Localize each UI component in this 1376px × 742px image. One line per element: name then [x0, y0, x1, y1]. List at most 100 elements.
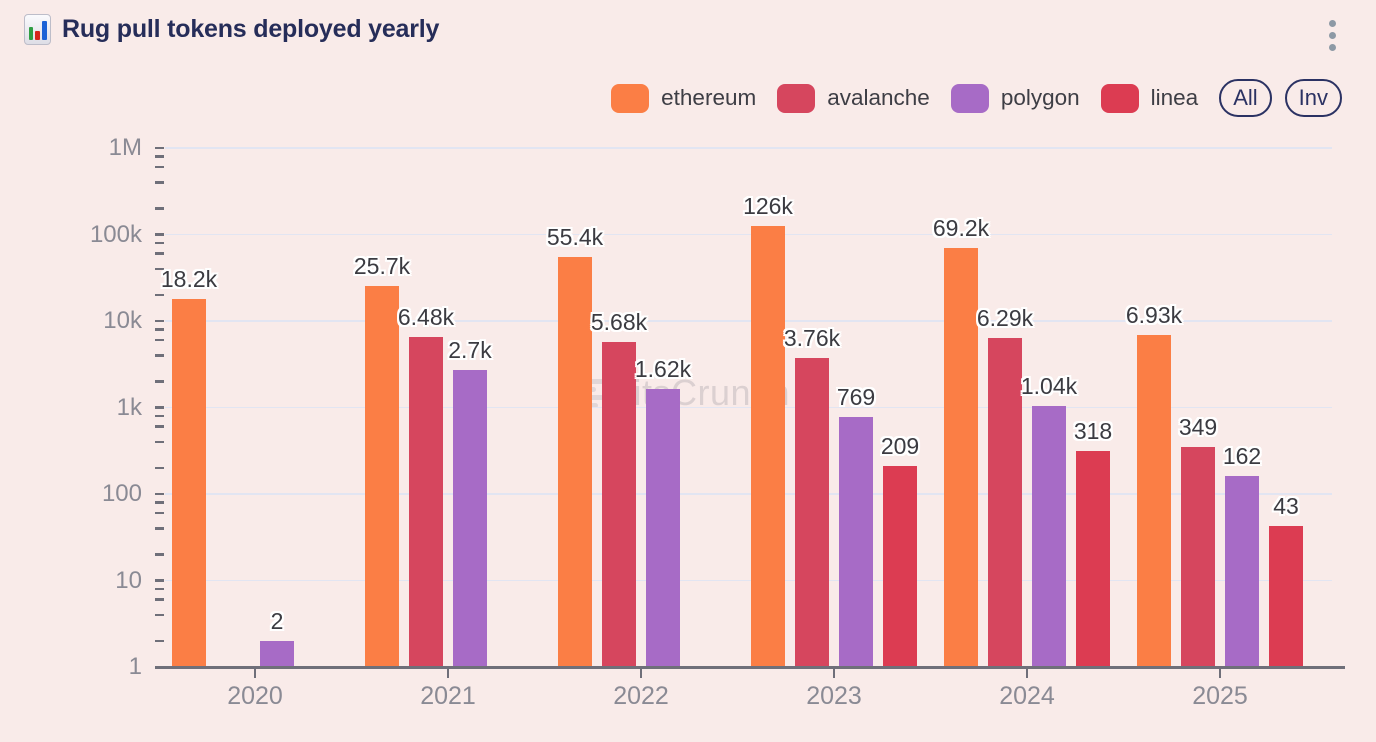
legend-item-linea[interactable]: linea — [1100, 83, 1199, 113]
y-minor-tick — [155, 165, 164, 169]
y-minor-tick — [155, 328, 164, 331]
y-axis-tick-label: 1M — [108, 134, 142, 161]
y-minor-tick — [155, 639, 164, 643]
legend-invert-button[interactable]: Inv — [1284, 79, 1342, 117]
legend-item-avalanche[interactable]: avalanche — [777, 83, 930, 113]
y-minor-tick — [155, 425, 164, 428]
y-minor-tick — [155, 338, 164, 342]
bar-polygon-2025[interactable] — [1225, 475, 1259, 667]
bar-polygon-2022[interactable] — [646, 389, 680, 667]
bar-ethereum-2024[interactable] — [944, 248, 978, 667]
polygon-swatch-icon — [950, 83, 989, 113]
y-minor-tick — [155, 207, 164, 210]
plot-area: bitsCrunch 1M 100k 10k 1k 100 10 1 2020 2021 2022… — [90, 134, 1345, 710]
legend-item-label: polygon — [1000, 85, 1080, 110]
bar-value-label: 126k — [743, 192, 793, 219]
bar-ethereum-2021[interactable] — [365, 285, 399, 667]
bar-avalanche-2021[interactable] — [409, 337, 443, 667]
bar-value-label: 25.7k — [353, 252, 411, 279]
x-axis-label-2024: 2024 — [999, 682, 1055, 710]
x-axis-label-2020: 2020 — [227, 682, 283, 710]
y-axis-tick-label: 100k — [89, 220, 142, 248]
y-minor-tick — [155, 252, 164, 255]
legend-item-label: ethereum — [661, 85, 757, 110]
bar-avalanche-2025[interactable] — [1181, 447, 1215, 667]
bar-polygon-2023[interactable] — [839, 417, 873, 667]
legend: ethereum avalanche polygon linea All Inv — [611, 79, 1342, 117]
bar-ethereum-2022[interactable] — [558, 256, 592, 667]
bar-linea-2025[interactable] — [1269, 525, 1303, 667]
bar-ethereum-2025[interactable] — [1137, 334, 1171, 667]
x-axis-tick — [1218, 669, 1222, 678]
legend-item-polygon[interactable]: polygon — [950, 83, 1080, 113]
chart-header: Rug pull tokens deployed yearly — [24, 14, 439, 45]
y-minor-tick — [155, 598, 164, 601]
bar-value-label: 6.93k — [1125, 301, 1183, 328]
y-axis-tick-label: 10k — [103, 307, 142, 334]
x-axis-label-2025: 2025 — [1192, 682, 1248, 710]
legend-all-button[interactable]: All — [1219, 79, 1272, 117]
page-title: Rug pull tokens deployed yearly — [62, 15, 440, 43]
legend-item-ethereum[interactable]: ethereum — [611, 83, 757, 113]
x-axis-tick — [253, 669, 257, 678]
x-axis-tick — [446, 669, 450, 678]
y-minor-tick — [155, 613, 164, 617]
y-minor-tick — [155, 267, 164, 271]
bar-linea-2024[interactable] — [1076, 450, 1110, 667]
y-minor-tick — [155, 155, 164, 158]
x-axis-tick — [1025, 669, 1029, 678]
gridline-100 — [165, 493, 1332, 495]
bar-polygon-2021[interactable] — [453, 370, 487, 667]
icon-bar-green — [29, 27, 34, 40]
icon-bar-red — [35, 31, 40, 40]
gridline-1k — [165, 406, 1332, 409]
y-minor-tick — [155, 380, 164, 383]
x-axis-tick — [832, 669, 836, 678]
y-minor-tick — [155, 553, 164, 556]
bar-avalanche-2023[interactable] — [795, 357, 829, 667]
y-axis-tick-label: 1k — [116, 393, 142, 421]
linea-swatch-icon — [1100, 83, 1139, 113]
gridline-10k — [165, 320, 1332, 322]
icon-bar-blue — [41, 21, 47, 40]
y-axis-tick-label: 10 — [115, 566, 142, 594]
gridline-100k — [165, 233, 1332, 236]
y-minor-tick — [155, 414, 164, 418]
y-major-tick — [155, 579, 164, 582]
bar-chart-icon — [24, 14, 51, 45]
y-minor-tick — [155, 466, 164, 470]
y-minor-tick — [155, 501, 164, 504]
bar-ethereum-2020[interactable] — [172, 298, 206, 667]
x-axis-label-2023: 2023 — [806, 682, 862, 710]
y-minor-tick — [155, 511, 164, 515]
y-major-tick — [155, 233, 164, 236]
bar-linea-2023[interactable] — [883, 466, 917, 667]
y-major-tick — [155, 146, 164, 150]
y-minor-tick — [155, 181, 164, 184]
legend-item-label: avalanche — [827, 85, 930, 110]
bar-polygon-2020[interactable] — [260, 640, 294, 667]
gridline-1M — [165, 147, 1332, 149]
y-axis-tick-label: 100 — [101, 480, 142, 507]
y-axis-tick-label: 1 — [128, 653, 142, 680]
y-minor-tick — [155, 241, 164, 245]
x-axis-label-2021: 2021 — [420, 682, 476, 710]
bar-avalanche-2024[interactable] — [988, 338, 1022, 667]
kebab-menu-icon[interactable] — [1323, 18, 1342, 53]
avalanche-swatch-icon — [777, 83, 816, 113]
y-major-tick — [155, 319, 164, 323]
x-axis-tick — [639, 669, 643, 678]
y-major-tick — [155, 406, 164, 409]
bar-value-label: 2 — [270, 607, 284, 634]
bar-value-label: 69.2k — [932, 215, 990, 242]
bar-avalanche-2022[interactable] — [602, 342, 636, 667]
bar-value-label: 18.2k — [160, 265, 218, 292]
bar-polygon-2024[interactable] — [1032, 406, 1066, 667]
y-minor-tick — [155, 587, 164, 591]
bar-ethereum-2023[interactable] — [751, 225, 785, 667]
bar-value-label: 55.4k — [546, 223, 604, 250]
legend-item-label: linea — [1150, 85, 1199, 110]
ethereum-swatch-icon — [611, 83, 650, 113]
x-axis-line — [155, 665, 1345, 669]
